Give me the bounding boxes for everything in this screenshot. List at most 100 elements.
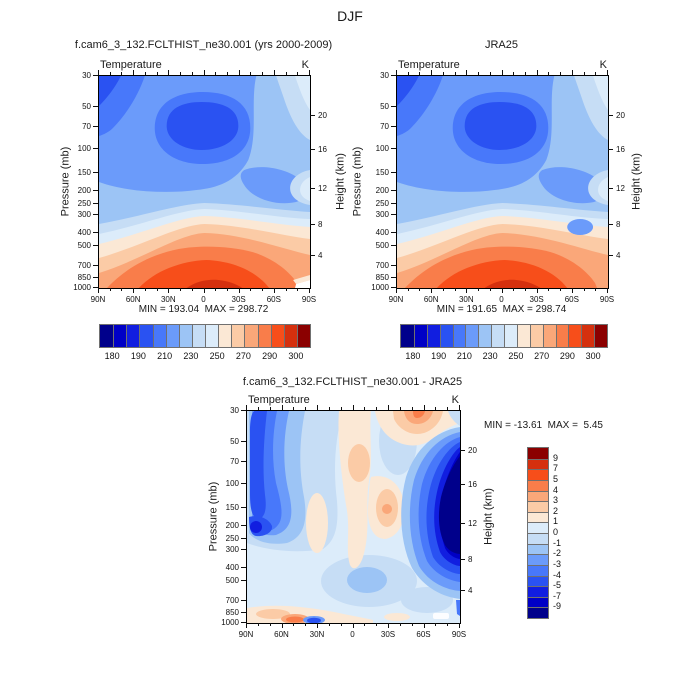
lat-tick [560, 72, 562, 75]
pressure-tick [241, 549, 246, 551]
pressure-tick-label: 200 [225, 520, 239, 530]
lat-tick [423, 405, 425, 410]
colorbar-swatch [452, 325, 466, 347]
pressure-tick-label: 500 [225, 576, 239, 586]
lat-tick [250, 72, 252, 75]
lat-tick [376, 407, 378, 410]
pressure-tick-label: 30 [380, 71, 389, 80]
colorbar-swatch [165, 325, 179, 347]
colorbar-swatch [296, 325, 310, 347]
lat-tick [489, 72, 491, 75]
lat-tick [340, 407, 342, 410]
colorbar-swatch [528, 607, 548, 618]
lat-tick [607, 70, 608, 75]
colorbar-tick-label: 210 [456, 351, 472, 361]
lat-tick [257, 407, 259, 410]
lat-tick [423, 623, 425, 628]
colorbar-swatch [516, 325, 530, 347]
lat-tick [191, 288, 193, 291]
pressure-tick [241, 524, 246, 526]
height-tick-label: 16 [616, 144, 625, 154]
colorbar-tick-label: -3 [553, 558, 562, 569]
lat-tick [317, 623, 318, 628]
lat-tick [180, 72, 182, 75]
lat-tick [442, 72, 444, 75]
lat-tick [309, 288, 310, 293]
lat-tick [262, 288, 264, 291]
pressure-tick [241, 507, 246, 509]
lat-tick [168, 288, 170, 293]
lat-tick [293, 623, 295, 626]
lat-tick [524, 288, 526, 291]
colorbar-swatch [413, 325, 427, 347]
colorbar-swatch [528, 554, 548, 565]
colorbar-swatch [528, 490, 548, 502]
lat-tick-label: 90N [388, 295, 404, 304]
colorbar-tick-label: 3 [553, 495, 559, 506]
lat-tick [419, 288, 421, 291]
pressure-tick [241, 566, 246, 568]
lat-tick [478, 288, 480, 291]
colorbar-swatch [231, 325, 245, 347]
colorbar-tick-label: 2 [553, 505, 559, 516]
colorbar-tick-label: 180 [104, 351, 120, 361]
colorbar-tick-label: 250 [209, 351, 225, 361]
lat-tick [238, 70, 240, 75]
height-tick-label: 4 [468, 585, 473, 595]
pressure-tick-label: 700 [77, 261, 91, 271]
lat-tick [180, 288, 182, 291]
lat-tick [297, 288, 299, 291]
height-tick [310, 148, 315, 150]
pressure-tick-label: 1000 [73, 283, 91, 292]
lat-tick [121, 72, 123, 75]
colorbar-tick-label: 1 [553, 516, 559, 527]
pressure-axis-title-obs: Pressure (mb) [351, 146, 364, 217]
lat-tick-label: 60S [416, 630, 431, 639]
height-tick [608, 224, 613, 226]
colorbar-swatch [581, 325, 595, 347]
lat-tick-label: 90N [90, 295, 106, 304]
lat-tick [595, 288, 597, 291]
pressure-tick [93, 265, 98, 267]
pressure-tick [241, 600, 246, 602]
lat-tick [466, 288, 468, 293]
lat-tick [376, 623, 378, 626]
height-axis-title-model: Height (km) [334, 153, 347, 210]
lat-tick [285, 288, 287, 291]
height-tick-label: 8 [468, 555, 473, 565]
colorbar-swatch [528, 564, 548, 576]
minmax-model: MIN = 193.04 MAX = 298.72 [98, 304, 309, 315]
colorbar-diff [527, 447, 549, 619]
lat-tick [459, 405, 460, 410]
pressure-tick-label: 250 [77, 199, 91, 209]
lat-tick [297, 72, 299, 75]
colorbar-tick-label: -2 [553, 548, 562, 559]
lat-tick [411, 623, 413, 626]
figure-title: DJF [337, 8, 363, 24]
min-value-obs: MIN = 191.65 [436, 304, 498, 315]
pressure-tick [391, 214, 396, 216]
pressure-tick [93, 231, 98, 233]
contour-plot-model [98, 75, 311, 289]
max-value-obs: MAX = 298.74 [502, 304, 567, 315]
pressure-tick [391, 287, 396, 288]
lat-tick [98, 70, 99, 75]
lat-tick [317, 405, 318, 410]
pressure-tick [93, 245, 98, 247]
lat-tick [269, 407, 271, 410]
pressure-tick [93, 172, 98, 174]
pressure-tick [391, 147, 396, 149]
field-label-diff: Temperature [248, 394, 310, 406]
lat-tick [513, 72, 515, 75]
contour-field-obs [397, 76, 608, 288]
lat-tick [168, 70, 170, 75]
lat-tick [340, 623, 342, 626]
lat-tick-label: 30S [529, 295, 544, 304]
lat-tick-label: 30N [160, 295, 176, 304]
lat-tick [144, 72, 146, 75]
lat-tick [133, 70, 135, 75]
lat-tick [352, 623, 354, 628]
lat-tick-label: 0 [499, 295, 504, 304]
contour-field-model [99, 76, 310, 288]
colorbar-tick-label: -5 [553, 580, 562, 591]
